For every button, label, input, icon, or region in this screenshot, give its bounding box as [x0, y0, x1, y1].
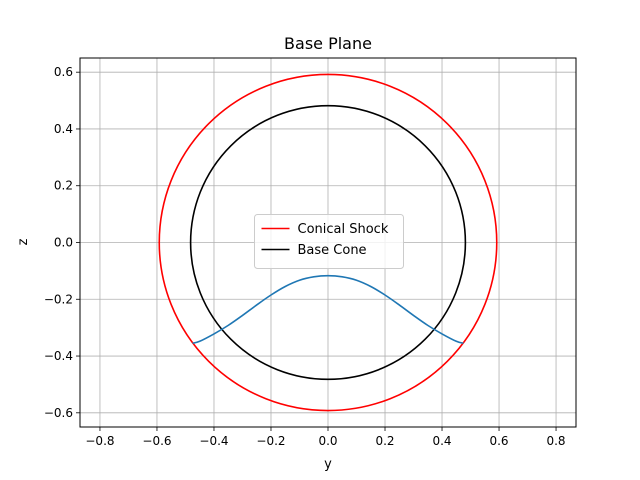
x-tick-label: 0.0	[318, 434, 337, 448]
x-tick-label: −0.6	[142, 434, 171, 448]
y-tick-label: −0.6	[44, 406, 73, 420]
legend-box	[254, 214, 404, 269]
legend: Conical Shock Base Cone	[254, 214, 404, 269]
x-tick-label: 0.8	[546, 434, 565, 448]
x-tick-label: 0.2	[375, 434, 394, 448]
x-tick-label: 0.6	[489, 434, 508, 448]
x-tick-label: −0.2	[256, 434, 285, 448]
y-tick-label: 0.4	[54, 122, 73, 136]
y-tick-label: −0.4	[44, 349, 73, 363]
series-conical-shock	[158, 73, 498, 412]
y-axis-label: z	[16, 238, 31, 245]
x-tick-label: −0.8	[85, 434, 114, 448]
x-tick-label: −0.4	[199, 434, 228, 448]
series-base-cone	[189, 104, 467, 381]
y-tick-label: −0.2	[44, 292, 73, 306]
chart-title: Base Plane	[284, 34, 372, 53]
legend-label-conical-shock: Conical Shock	[298, 222, 389, 237]
x-axis-ticks: −0.8 −0.6 −0.4 −0.2 0.0 0.2 0.4 0.6 0.8	[85, 427, 566, 448]
y-tick-label: 0.2	[54, 179, 73, 193]
y-tick-label: 0.0	[54, 236, 73, 250]
series-curve-line	[192, 274, 464, 345]
y-tick-label: 0.6	[54, 65, 73, 79]
legend-label-base-cone: Base Cone	[298, 243, 367, 258]
series-layer	[158, 73, 498, 412]
y-axis-ticks: −0.6 −0.4 −0.2 0.0 0.2 0.4 0.6	[44, 65, 80, 420]
x-tick-label: 0.4	[432, 434, 451, 448]
x-axis-label: y	[324, 457, 332, 472]
